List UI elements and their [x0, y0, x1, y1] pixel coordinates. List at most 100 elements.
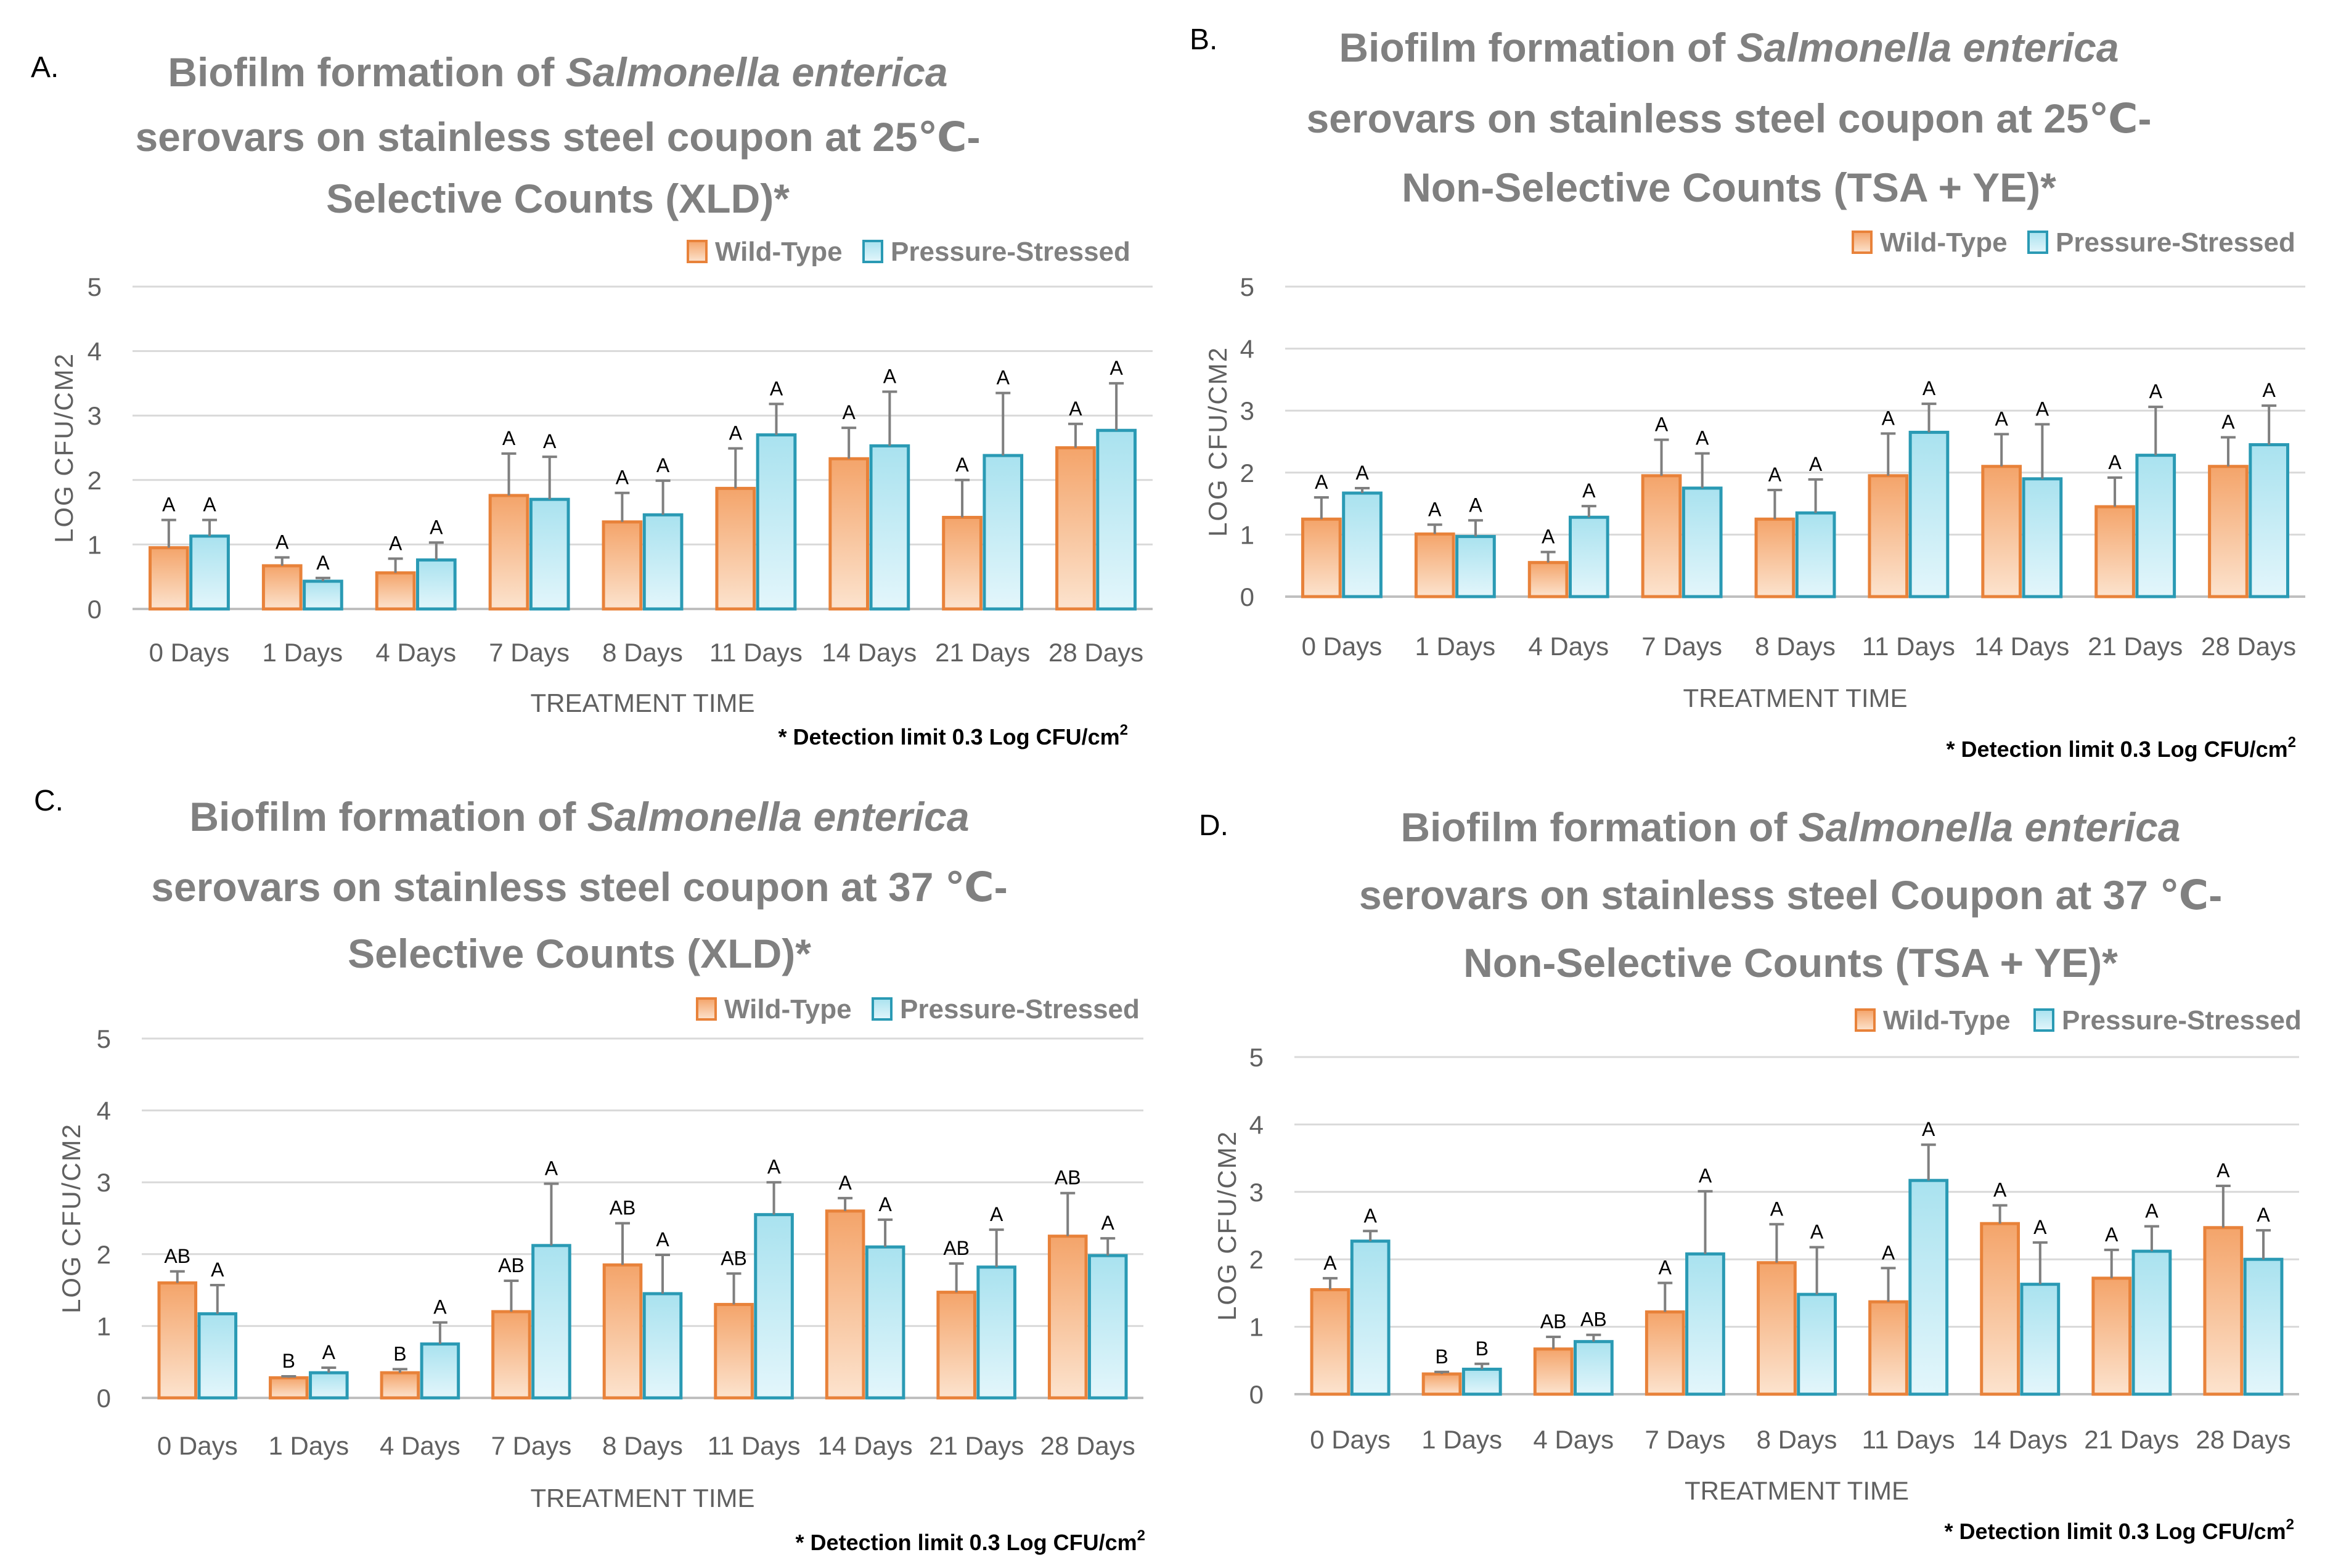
significance-letter: A [878, 1193, 892, 1215]
significance-letter: A [389, 532, 402, 554]
chart-title-line: Biofilm formation of Salmonella enterica [189, 794, 969, 839]
significance-letter: A [430, 516, 443, 538]
panel-label: D. [1199, 809, 1228, 842]
significance-letter: B [1435, 1345, 1448, 1368]
significance-letter: A [767, 1156, 781, 1178]
y-tick-label: 4 [1249, 1110, 1264, 1139]
significance-letter: A [1069, 398, 1082, 420]
significance-letter: A [883, 365, 897, 387]
x-tick-label: 28 Days [2196, 1425, 2290, 1454]
significance-letter: A [1993, 1179, 2007, 1201]
significance-letter: A [656, 1228, 669, 1251]
bar-pressure-stressed [1908, 430, 1950, 598]
significance-letter: B [282, 1350, 295, 1372]
title-segment: Biofilm formation of [1339, 25, 1736, 70]
x-tick-label: 14 Days [1974, 632, 2069, 661]
y-tick-label: 0 [1249, 1380, 1264, 1409]
bar-wild-type [828, 457, 870, 611]
x-tick-label: 4 Days [1533, 1425, 1614, 1454]
significance-letter: A [1428, 498, 1442, 520]
x-axis-title: TREATMENT TIME [1683, 684, 1907, 713]
title-segment: Salmonella enterica [1737, 25, 2119, 70]
significance-letter: A [502, 427, 516, 449]
bar-wild-type [715, 486, 756, 611]
title-segment: Salmonella enterica [1799, 804, 2181, 850]
significance-letter: A [729, 422, 743, 444]
bar-pressure-stressed [415, 558, 457, 611]
x-axis-title: TREATMENT TIME [1685, 1476, 1909, 1505]
significance-letter: A [1699, 1165, 1712, 1187]
bar-wild-type [149, 546, 189, 611]
bar-pressure-stressed [869, 444, 910, 611]
chart-title-line: Selective Counts (XLD)* [348, 931, 811, 976]
x-tick-label: 4 Days [380, 1431, 460, 1460]
y-tick-label: 2 [97, 1240, 111, 1269]
x-tick-label: 7 Days [1641, 632, 1722, 661]
title-segment: Salmonella enterica [566, 49, 948, 95]
bar-pressure-stressed [1681, 486, 1723, 598]
significance-letter: A [543, 430, 557, 452]
x-tick-label: 1 Days [268, 1431, 349, 1460]
significance-letter: A [162, 494, 176, 516]
y-tick-label: 5 [88, 272, 102, 301]
legend-swatch-wild-type [1852, 231, 1873, 254]
significance-letter: A [1768, 463, 1782, 486]
title-segment: Selective Counts (XLD)* [326, 176, 790, 221]
chart-title-line: serovars on stainless steel coupon at 25… [135, 114, 980, 160]
legend-label-pressure-stressed: Pressure-Stressed [900, 994, 1140, 1024]
y-axis-title: LOG CFU/CM2 [1203, 346, 1232, 537]
bar-wild-type [1047, 1235, 1088, 1400]
significance-letter: AB [610, 1197, 636, 1219]
significance-letter: AB [1580, 1309, 1607, 1331]
title-segment: Salmonella enterica [587, 794, 970, 839]
bar-wild-type [375, 571, 416, 611]
x-tick-label: 1 Days [262, 638, 343, 667]
bar-pressure-stressed [189, 534, 230, 611]
y-tick-label: 0 [88, 595, 102, 624]
significance-letter: A [433, 1296, 447, 1318]
bar-pressure-stressed [2022, 477, 2063, 598]
significance-letter: A [2149, 380, 2163, 402]
bar-wild-type [1754, 517, 1796, 598]
significance-letter: A [2257, 1204, 2270, 1226]
legend-label-pressure-stressed: Pressure-Stressed [2062, 1005, 2302, 1035]
significance-letter: A [1109, 357, 1123, 379]
significance-letter: A [1882, 407, 1895, 429]
bar-pressure-stressed [1087, 1254, 1128, 1400]
bar-pressure-stressed [1096, 428, 1137, 611]
bar-wild-type [602, 1263, 643, 1400]
bar-pressure-stressed [976, 1265, 1016, 1400]
x-tick-label: 0 Days [157, 1431, 238, 1460]
bar-pressure-stressed [2135, 454, 2176, 598]
bar-wild-type [1980, 1222, 2021, 1396]
significance-letter: A [545, 1158, 558, 1180]
x-tick-label: 4 Days [375, 638, 456, 667]
chart-panel-d: D. Biofilm formation of Salmonella enteri… [1199, 804, 2302, 1544]
significance-letter: A [316, 552, 330, 574]
x-axis-title: TREATMENT TIME [530, 688, 754, 717]
x-tick-label: 8 Days [1757, 1425, 1837, 1454]
significance-letter: A [276, 531, 289, 553]
bar-wild-type [942, 515, 983, 611]
bar-pressure-stressed [642, 513, 684, 611]
legend-swatch-pressure-stressed [2033, 1008, 2054, 1032]
bar-wild-type [1055, 446, 1096, 611]
significance-letter: A [2108, 451, 2122, 473]
bar-wild-type [1757, 1261, 1797, 1396]
y-axis-title: LOG CFU/CM2 [49, 353, 78, 543]
bar-wild-type [1533, 1347, 1574, 1396]
chart-title-line: Biofilm formation of Salmonella enterica [1339, 25, 2119, 70]
bar-pressure-stressed [1342, 491, 1383, 598]
significance-letter: A [843, 401, 856, 423]
x-tick-label: 7 Days [489, 638, 570, 667]
title-segment: serovars on stainless steel coupon at 25… [1306, 96, 2151, 141]
y-tick-label: 3 [1249, 1178, 1264, 1207]
significance-letter: A [1922, 1118, 1935, 1140]
significance-letter: B [1476, 1337, 1489, 1360]
x-tick-label: 28 Days [1048, 638, 1143, 667]
bar-wild-type [602, 520, 643, 611]
bar-pressure-stressed [420, 1342, 460, 1400]
panel-label: C. [34, 785, 63, 817]
bar-wild-type [1645, 1310, 1685, 1396]
y-tick-label: 5 [1240, 272, 1254, 301]
